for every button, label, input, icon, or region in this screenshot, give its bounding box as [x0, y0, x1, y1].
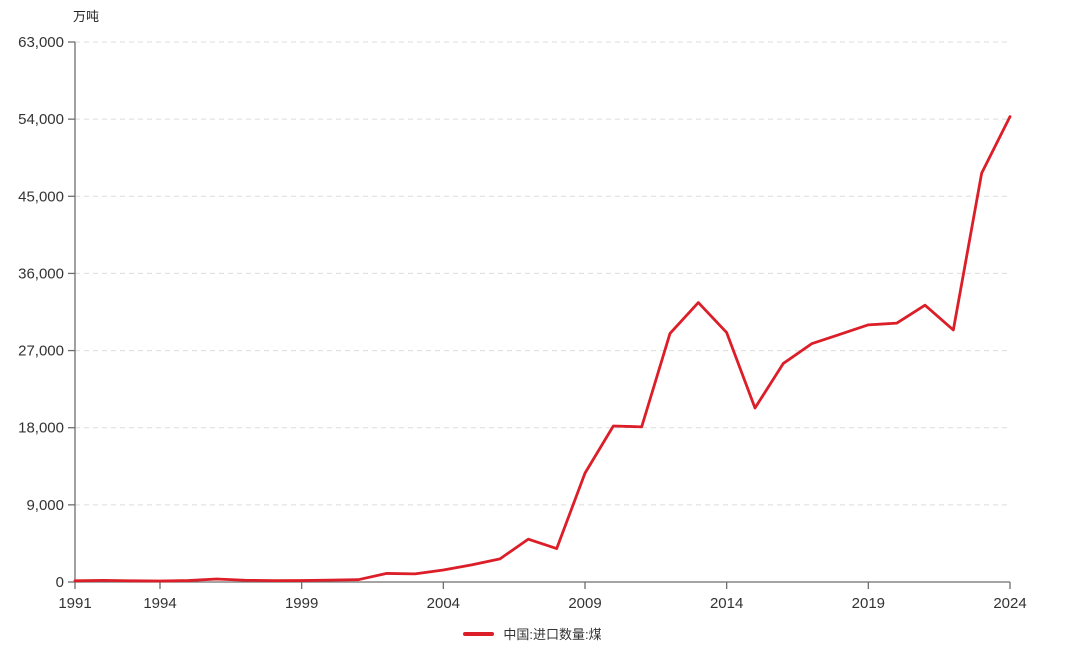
y-axis-tick-label: 63,000 — [18, 34, 64, 51]
x-axis-tick-label: 1994 — [143, 595, 176, 612]
x-axis-tick-label: 2009 — [568, 595, 601, 612]
y-axis-tick-label: 9,000 — [26, 497, 64, 514]
y-axis-tick-label: 45,000 — [18, 188, 64, 205]
y-axis-tick-label: 0 — [56, 574, 64, 591]
x-axis-tick-label: 2004 — [427, 595, 460, 612]
legend-line-swatch — [463, 631, 495, 636]
x-axis-tick-label: 2014 — [710, 595, 743, 612]
y-axis-tick-label: 18,000 — [18, 420, 64, 437]
legend[interactable]: 中国:进口数量:煤 — [0, 624, 1065, 643]
y-axis-tick-label: 54,000 — [18, 111, 64, 128]
data-series-line — [73, 115, 1012, 583]
x-axis-tick-label: 2019 — [852, 595, 885, 612]
legend-series-label: 中国:进口数量:煤 — [503, 627, 602, 642]
y-axis-unit-label: 万吨 — [73, 9, 100, 24]
x-axis-tick-label: 2024 — [993, 595, 1026, 612]
y-axis-tick-label: 36,000 — [18, 265, 64, 282]
y-axis-tick-label: 27,000 — [18, 343, 64, 360]
x-axis-tick-label: 1991 — [58, 595, 91, 612]
x-axis-tick-label: 1999 — [285, 595, 318, 612]
